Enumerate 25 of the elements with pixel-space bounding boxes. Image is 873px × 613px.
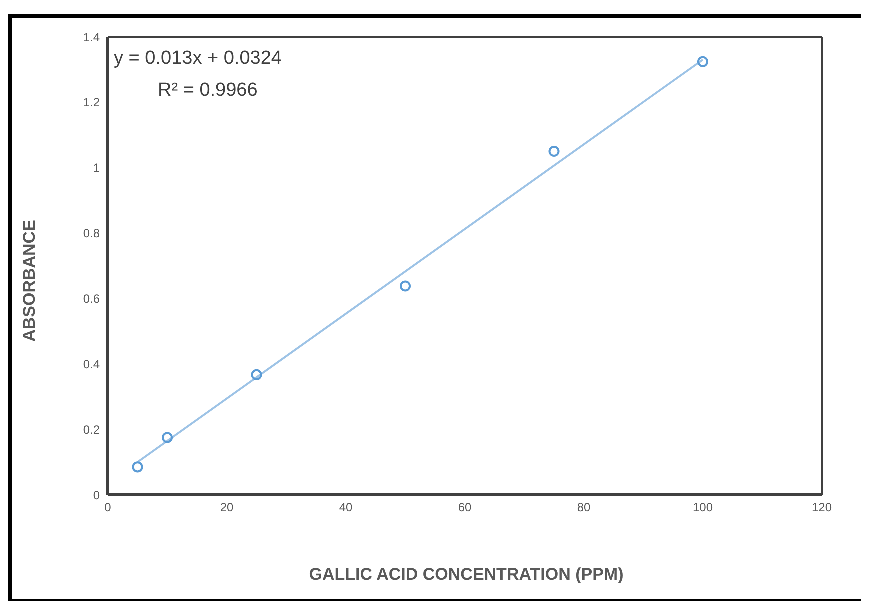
- x-tick-label: 80: [577, 500, 591, 515]
- y-tick-label: 1.2: [83, 96, 100, 110]
- annotation: y = 0.013x + 0.0324: [114, 48, 282, 70]
- x-axis-title: GALLIC ACID CONCENTRATION (PPM): [308, 565, 625, 585]
- point: [132, 462, 144, 473]
- x-tick-label: 0: [104, 500, 112, 515]
- point: [548, 146, 560, 158]
- annotation: R² = 0.9966: [158, 80, 258, 102]
- y-tick-label: 0.4: [83, 357, 100, 372]
- y-axis-title: ABSORBANCE: [20, 220, 40, 342]
- point: [162, 432, 174, 444]
- point: [697, 56, 709, 68]
- y-tick-label: 0.8: [83, 226, 100, 241]
- y-tick-label: 0: [93, 488, 100, 502]
- y-tick-label: 1: [93, 161, 100, 176]
- y-tick-label: 0.6: [83, 292, 100, 306]
- y-tick-label: 0.2: [83, 422, 100, 437]
- point: [400, 280, 412, 292]
- x-tick-label: 60: [458, 500, 472, 515]
- x-tick-label: 20: [220, 500, 234, 515]
- x-tick-label: 100: [692, 500, 714, 515]
- point: [251, 369, 262, 380]
- x-tick-label: 40: [339, 500, 353, 515]
- x-tick-label: 120: [812, 500, 832, 515]
- y-tick-label: 1.4: [83, 30, 100, 44]
